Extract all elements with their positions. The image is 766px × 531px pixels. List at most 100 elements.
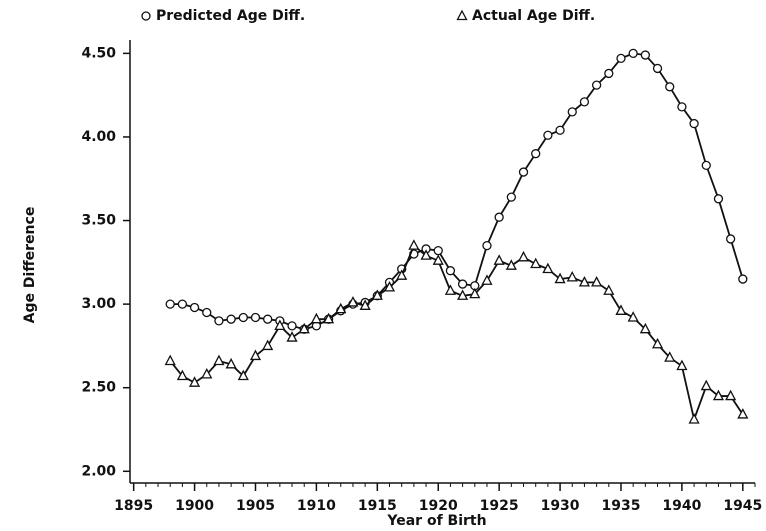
circle-marker [652,63,663,74]
circle-marker [518,167,529,177]
triangle-marker [225,357,237,369]
x-tick-label: 1910 [297,498,336,514]
x-tick-label: 1915 [358,498,397,514]
triangle-marker [176,369,188,381]
circle-marker [226,314,236,324]
circle-marker [543,130,553,140]
circle-marker [567,107,577,117]
triangle-marker [615,304,627,315]
x-tick-label: 1905 [236,498,275,514]
triangle-marker [700,379,712,391]
circle-marker [738,274,748,284]
triangle-marker [493,254,505,265]
x-tick-label: 1895 [114,498,153,514]
circle-marker [701,160,711,171]
triangle-marker [664,351,676,362]
series-line [169,244,744,423]
triangle-marker [396,269,408,280]
circle-marker [665,82,675,92]
triangle-marker [347,296,359,307]
triangle-marker [505,259,517,270]
triangle-marker [578,276,591,287]
circle-marker [640,50,651,60]
triangle-marker [310,312,322,324]
triangle-marker [432,254,444,265]
triangle-marker [335,302,347,314]
triangle-marker [286,331,298,342]
y-axis-label: Age Difference [22,207,38,324]
y-tick-label: 3.50 [81,213,116,229]
triangle-marker [469,287,481,299]
triangle-marker [627,311,639,322]
circle-marker [445,266,456,276]
triangle-marker [164,354,176,366]
triangle-marker [213,354,225,366]
triangle-marker [591,276,603,287]
legend-label: Predicted Age Diff. [156,8,305,24]
circle-marker [250,312,261,323]
circle-marker [591,80,602,90]
circle-marker [287,321,297,331]
triangle-marker [359,299,371,310]
triangle-marker [457,289,469,300]
circle-marker [579,97,590,107]
circle-marker [165,299,175,309]
x-axis-label: Year of Birth [386,513,486,529]
circle-marker [482,240,492,251]
triangle-marker [188,376,201,387]
circle-marker [677,102,687,112]
triangle-marker [676,359,688,371]
circle-marker [689,118,699,129]
triangle-marker [237,369,249,381]
circle-marker [725,234,736,244]
circle-marker [189,302,200,313]
triangle-marker [603,284,615,295]
circle-marker [433,245,443,256]
triangle-marker [420,249,432,260]
triangle-marker [274,319,286,331]
triangle-marker [444,284,456,295]
circle-marker [506,192,516,202]
triangle-marker [201,367,213,379]
triangle-marker [542,262,554,274]
circle-marker [604,68,614,79]
circle-marker [713,194,724,204]
circle-marker [214,316,224,326]
triangle-marker [725,389,737,401]
circle-marker [177,299,188,309]
triangle-marker [249,349,262,361]
triangle-marker [639,322,651,334]
y-tick-label: 4.00 [81,129,116,145]
circle-marker [616,53,626,64]
y-tick-label: 2.00 [81,463,116,479]
triangle-marker [262,339,274,351]
triangle-marker [566,270,578,282]
x-tick-label: 1900 [175,498,214,514]
x-tick-label: 1940 [662,498,701,514]
triangle-marker [481,274,493,285]
circle-marker [238,312,248,323]
triangle-marker [371,289,383,300]
x-tick-label: 1935 [602,498,641,514]
x-tick-label: 1930 [541,498,580,514]
triangle-marker [530,257,542,269]
circle-marker [494,212,504,222]
circle-marker [202,307,212,318]
x-tick-label: 1945 [723,498,762,514]
circle-marker [628,48,638,59]
triangle-marker [517,250,530,262]
triangle-marker [554,272,566,284]
legend-marker [141,11,151,21]
x-tick-label: 1920 [419,498,458,514]
triangle-marker [737,408,749,419]
triangle-marker [298,322,310,334]
circle-marker [263,314,273,324]
triangle-marker [323,312,335,324]
circle-marker [531,149,541,159]
circle-marker [555,125,565,135]
circle-marker [457,279,468,289]
y-tick-label: 4.50 [81,45,116,61]
series-line [170,52,744,331]
